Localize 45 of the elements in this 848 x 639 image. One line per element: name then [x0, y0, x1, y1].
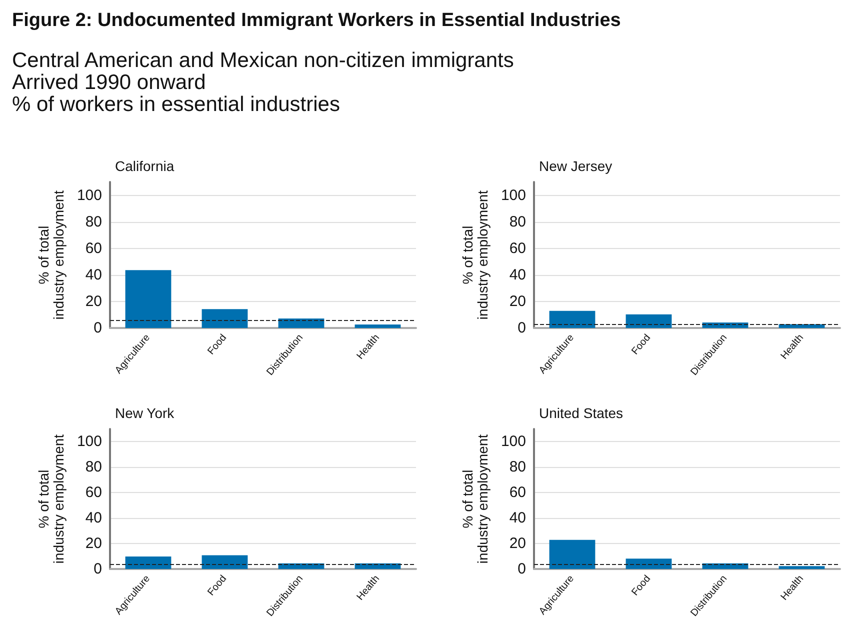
bar [626, 558, 672, 569]
y-tick-label: 20 [509, 292, 526, 310]
chart-title: New York [115, 405, 176, 421]
y-tick-label: 80 [509, 213, 526, 230]
y-axis-title: % of total industry employment [36, 190, 67, 320]
bar [354, 324, 401, 328]
y-tick-label: 100 [76, 186, 102, 204]
bar [125, 270, 172, 328]
y-tick-label: 0 [94, 560, 102, 578]
y-tick-label: 40 [85, 266, 102, 284]
y-axis-title: % of total industry employment [460, 190, 491, 320]
y-tick-label: 60 [85, 484, 102, 502]
y-tick-label: 20 [509, 535, 526, 552]
text: Central American and Mexican non-citizen immigrants Arrived 1990 onward % of workers in essential industries [12, 49, 514, 116]
y-tick-label: 20 [85, 292, 102, 310]
y-tick-label: 40 [85, 510, 102, 527]
bar [778, 566, 825, 569]
y-axis-title: % of total industry employment [36, 434, 67, 564]
y-tick-label: 100 [500, 433, 526, 450]
y-tick-label: 20 [85, 535, 102, 552]
bar [125, 556, 172, 569]
bar [549, 540, 596, 569]
chart-title: California [115, 158, 174, 174]
y-tick-label: 60 [509, 484, 526, 502]
bar [549, 310, 596, 328]
y-tick-label: 40 [509, 266, 526, 284]
y-tick-label: 60 [509, 240, 526, 257]
text: Figure 2: Undocumented Immigrant Workers in Essential Industries [12, 10, 621, 32]
bar [278, 318, 324, 328]
y-tick-label: 100 [500, 186, 526, 204]
y-tick-label: 80 [85, 213, 102, 230]
y-tick-label: 100 [76, 433, 102, 450]
y-axis-title: % of total industry employment [460, 434, 491, 564]
y-tick-label: 0 [518, 320, 526, 336]
bar [202, 309, 248, 328]
bar [626, 314, 672, 328]
chart-title: United States [539, 405, 624, 421]
chart-title: New Jersey [539, 158, 612, 174]
bar [202, 555, 248, 569]
y-tick-label: 0 [518, 560, 526, 578]
y-tick-label: 60 [85, 240, 102, 257]
y-tick-label: 40 [509, 510, 526, 527]
y-tick-label: 80 [509, 458, 526, 476]
y-tick-label: 80 [85, 458, 102, 476]
y-tick-label: 0 [94, 320, 102, 336]
